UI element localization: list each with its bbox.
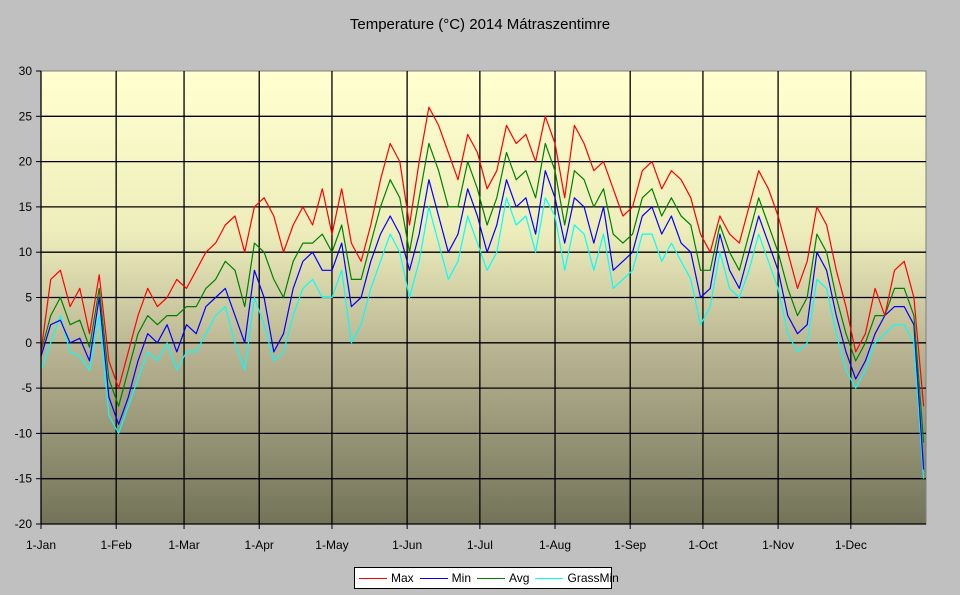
y-tick-label: -10 [15, 426, 33, 440]
legend-item-min: Min [419, 571, 472, 585]
y-tick-label: 25 [19, 109, 33, 123]
x-tick-label: 1-Apr [245, 538, 274, 552]
y-tick-label: 10 [19, 245, 33, 259]
legend-label: Min [451, 571, 472, 585]
legend-label: Avg [509, 571, 530, 585]
y-tick-label: 30 [19, 64, 33, 78]
x-tick-label: 1-Jun [392, 538, 422, 552]
chart-title: Temperature (°C) 2014 Mátraszentimre [349, 16, 611, 33]
legend-item-grassmin: GrassMin [535, 571, 619, 585]
legend-item-max: Max [359, 571, 414, 585]
legend-swatch [419, 577, 448, 579]
x-tick-label: 1-Feb [100, 538, 132, 552]
legend-item-avg: Avg [477, 571, 529, 585]
series-layer [40, 106, 925, 479]
x-tick-label: 1-Sep [614, 538, 646, 552]
series-line-grassmin [40, 197, 925, 479]
series-line-avg [40, 142, 925, 443]
legend-label: Max [391, 571, 414, 585]
legend: Max Min Avg GrassMin [354, 567, 619, 589]
x-tick-label: 1-May [315, 538, 348, 552]
y-tick-label: 0 [25, 336, 32, 350]
series-line-min [40, 170, 925, 470]
y-tick-label: -15 [15, 472, 33, 486]
gridlines [41, 71, 926, 524]
series-line-max [40, 106, 925, 407]
x-tick-label: 1-Jul [467, 538, 493, 552]
y-tick-label: -5 [21, 381, 32, 395]
legend-swatch [359, 577, 387, 579]
x-tick-label: 1-Oct [688, 538, 718, 552]
y-tick-label: 5 [25, 291, 32, 305]
x-tick-label: 1-Jan [26, 538, 56, 552]
legend-swatch [477, 577, 506, 579]
legend-swatch [535, 577, 564, 579]
x-tick-label: 1-Dec [835, 538, 867, 552]
y-tick-label: 20 [19, 155, 33, 169]
legend-label: GrassMin [567, 571, 619, 585]
x-tick-label: 1-Nov [762, 538, 794, 552]
axes: 30 25 20 15 10 5 0 -5 -10 -15 -20 1-Jan 1-Feb 1-Mar 1-… [15, 64, 926, 552]
y-tick-label: -20 [15, 517, 33, 531]
x-tick-label: 1-Mar [168, 538, 199, 552]
y-tick-label: 15 [19, 200, 33, 214]
x-tick-label: 1-Aug [539, 538, 571, 552]
